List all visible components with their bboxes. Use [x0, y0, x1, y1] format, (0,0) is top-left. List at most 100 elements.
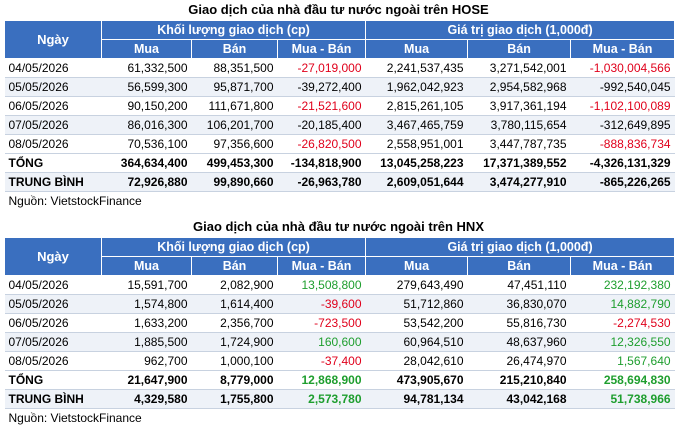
- value-sell-cell: 43,042,168: [468, 390, 571, 409]
- value-buy-cell: 1,962,042,923: [366, 78, 468, 97]
- volume-sell-cell: 1,724,900: [192, 333, 278, 352]
- volume-buy-cell: 61,332,500: [102, 59, 192, 78]
- value-buy-cell: 3,467,465,759: [366, 116, 468, 135]
- value-buy-cell: 53,542,200: [366, 314, 468, 333]
- value-buy-cell: 28,042,610: [366, 352, 468, 371]
- value-net-cell: 1,567,640: [571, 352, 675, 371]
- value-buy-cell: 2,815,261,105: [366, 97, 468, 116]
- value-sell-cell: 3,474,277,910: [468, 173, 571, 192]
- value-net-cell: -992,540,045: [571, 78, 675, 97]
- value-sell-cell: 3,271,542,001: [468, 59, 571, 78]
- volume-buy-cell: 1,885,500: [102, 333, 192, 352]
- value-buy-cell: 2,241,537,435: [366, 59, 468, 78]
- volume-net-cell: -39,272,400: [278, 78, 366, 97]
- hnx-table: Ngày Khối lượng giao dịch (cp) Giá trị g…: [4, 237, 675, 427]
- hose-table: Ngày Khối lượng giao dịch (cp) Giá trị g…: [4, 20, 675, 210]
- value-net-cell: 51,738,966: [571, 390, 675, 409]
- volume-buy-cell: 90,150,200: [102, 97, 192, 116]
- date-cell: 04/05/2026: [5, 276, 102, 295]
- volume-net-cell: 13,508,800: [278, 276, 366, 295]
- value-sell-cell: 3,780,115,654: [468, 116, 571, 135]
- volume-sell-cell: 111,671,800: [192, 97, 278, 116]
- value-sell-cell: 2,954,582,968: [468, 78, 571, 97]
- value-net-cell: 12,326,550: [571, 333, 675, 352]
- date-cell: 07/05/2026: [5, 116, 102, 135]
- volume-sell-cell: 499,453,300: [192, 154, 278, 173]
- value-sell-cell: 3,447,787,735: [468, 135, 571, 154]
- volume-net-cell: -37,400: [278, 352, 366, 371]
- date-cell: 05/05/2026: [5, 295, 102, 314]
- value-net-cell: -888,836,734: [571, 135, 675, 154]
- value-buy-cell: 51,712,860: [366, 295, 468, 314]
- date-cell: 06/05/2026: [5, 97, 102, 116]
- header-value-net: Mua - Bán: [571, 40, 675, 59]
- volume-buy-cell: 364,634,400: [102, 154, 192, 173]
- header-volume-sell: Bán: [192, 257, 278, 276]
- value-sell-cell: 55,816,730: [468, 314, 571, 333]
- volume-buy-cell: 15,591,700: [102, 276, 192, 295]
- header-value-buy: Mua: [366, 40, 468, 59]
- header-ngay: Ngày: [5, 238, 102, 276]
- volume-sell-cell: 1,000,100: [192, 352, 278, 371]
- header-value-net: Mua - Bán: [571, 257, 675, 276]
- header-volume-group: Khối lượng giao dịch (cp): [102, 21, 366, 40]
- value-sell-cell: 48,637,960: [468, 333, 571, 352]
- header-value-group: Giá trị giao dịch (1,000đ): [366, 238, 675, 257]
- value-net-cell: -1,030,004,566: [571, 59, 675, 78]
- value-net-cell: -312,649,895: [571, 116, 675, 135]
- volume-buy-cell: 72,926,880: [102, 173, 192, 192]
- volume-sell-cell: 95,871,700: [192, 78, 278, 97]
- date-cell: TRUNG BÌNH: [5, 390, 102, 409]
- volume-buy-cell: 962,700: [102, 352, 192, 371]
- value-net-cell: -2,274,530: [571, 314, 675, 333]
- volume-net-cell: -723,500: [278, 314, 366, 333]
- date-cell: TRUNG BÌNH: [5, 173, 102, 192]
- source-row: Nguồn: VietstockFinance: [5, 192, 675, 211]
- value-buy-cell: 2,609,051,644: [366, 173, 468, 192]
- value-net-cell: -1,102,100,089: [571, 97, 675, 116]
- volume-sell-cell: 1,755,800: [192, 390, 278, 409]
- volume-buy-cell: 70,536,100: [102, 135, 192, 154]
- source-row: Nguồn: VietstockFinance: [5, 409, 675, 427]
- value-sell-cell: 26,474,970: [468, 352, 571, 371]
- value-buy-cell: 279,643,490: [366, 276, 468, 295]
- volume-buy-cell: 1,574,800: [102, 295, 192, 314]
- value-net-cell: 232,192,380: [571, 276, 675, 295]
- date-cell: 08/05/2026: [5, 352, 102, 371]
- volume-sell-cell: 97,356,600: [192, 135, 278, 154]
- volume-sell-cell: 8,779,000: [192, 371, 278, 390]
- volume-sell-cell: 106,201,700: [192, 116, 278, 135]
- volume-net-cell: -27,019,000: [278, 59, 366, 78]
- volume-net-cell: -26,820,500: [278, 135, 366, 154]
- date-cell: 05/05/2026: [5, 78, 102, 97]
- value-net-cell: 14,882,790: [571, 295, 675, 314]
- volume-buy-cell: 21,647,900: [102, 371, 192, 390]
- value-sell-cell: 36,830,070: [468, 295, 571, 314]
- volume-buy-cell: 1,633,200: [102, 314, 192, 333]
- date-cell: TỔNG: [5, 371, 102, 390]
- value-sell-cell: 47,451,110: [468, 276, 571, 295]
- value-buy-cell: 2,558,951,001: [366, 135, 468, 154]
- header-value-buy: Mua: [366, 257, 468, 276]
- header-volume-net: Mua - Bán: [278, 257, 366, 276]
- header-volume-buy: Mua: [102, 40, 192, 59]
- value-net-cell: -4,326,131,329: [571, 154, 675, 173]
- header-volume-net: Mua - Bán: [278, 40, 366, 59]
- volume-net-cell: -134,818,900: [278, 154, 366, 173]
- volume-buy-cell: 4,329,580: [102, 390, 192, 409]
- volume-sell-cell: 88,351,500: [192, 59, 278, 78]
- header-value-sell: Bán: [468, 257, 571, 276]
- header-value-sell: Bán: [468, 40, 571, 59]
- header-ngay: Ngày: [5, 21, 102, 59]
- header-volume-buy: Mua: [102, 257, 192, 276]
- value-net-cell: 258,694,830: [571, 371, 675, 390]
